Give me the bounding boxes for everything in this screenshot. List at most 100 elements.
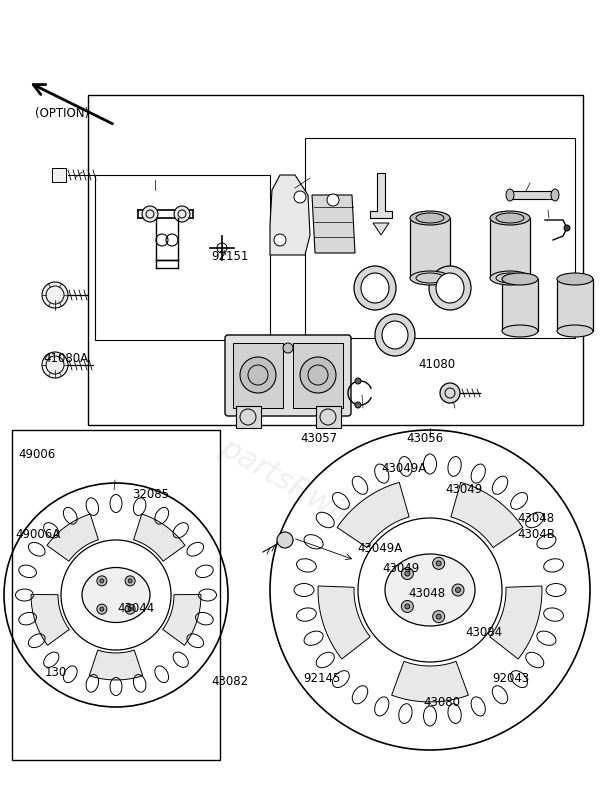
Polygon shape [163,594,201,646]
Polygon shape [134,514,185,561]
Text: 130: 130 [45,666,67,678]
Polygon shape [410,218,450,278]
Text: 43084: 43084 [465,626,502,638]
Ellipse shape [502,273,538,285]
Circle shape [97,604,107,614]
Ellipse shape [410,271,450,285]
Circle shape [274,234,286,246]
Ellipse shape [502,325,538,337]
Polygon shape [270,175,310,255]
Text: 92145: 92145 [303,672,340,685]
Ellipse shape [385,554,475,626]
Ellipse shape [375,314,415,356]
Text: 4304B: 4304B [517,528,555,541]
Polygon shape [557,279,593,331]
Circle shape [128,579,132,583]
Ellipse shape [361,273,389,303]
Circle shape [405,571,410,576]
Text: 92151: 92151 [211,250,248,262]
Circle shape [440,383,460,403]
FancyBboxPatch shape [225,335,351,416]
Polygon shape [337,482,409,547]
Text: 43049A: 43049A [381,462,426,474]
Bar [12,430,220,760]
Text: 32085: 32085 [132,488,169,501]
Polygon shape [490,218,530,278]
Polygon shape [451,482,523,547]
Circle shape [405,604,410,609]
Circle shape [240,357,276,393]
Text: 43049A: 43049A [357,542,402,554]
Text: 43082: 43082 [211,675,248,688]
Ellipse shape [42,352,68,378]
Polygon shape [373,223,389,235]
Bar [316,406,341,428]
Text: 43057: 43057 [300,432,337,445]
Text: 43056: 43056 [407,432,444,445]
Ellipse shape [42,282,68,308]
Polygon shape [490,586,542,659]
Ellipse shape [429,266,471,310]
Ellipse shape [410,211,450,225]
Text: 43044: 43044 [117,602,154,614]
Polygon shape [47,514,98,561]
Text: partsRwikip: partsRwikip [215,433,385,547]
Bar [88,95,583,425]
Circle shape [455,587,461,593]
Circle shape [436,561,441,566]
Circle shape [100,607,104,611]
Circle shape [401,567,413,579]
Circle shape [355,378,361,384]
Ellipse shape [490,211,530,225]
Ellipse shape [506,189,514,201]
Ellipse shape [82,567,150,622]
Circle shape [433,558,445,570]
Text: 43049: 43049 [445,483,482,496]
Bar [52,168,66,182]
Text: 43080: 43080 [423,696,460,709]
Circle shape [174,206,190,222]
Text: 92043: 92043 [492,672,529,685]
Circle shape [433,610,445,622]
Circle shape [97,576,107,586]
Polygon shape [392,662,469,702]
Circle shape [327,194,339,206]
Bar [305,138,575,338]
Text: (OPTION): (OPTION) [35,107,89,120]
Polygon shape [510,191,555,199]
Circle shape [283,343,293,353]
Circle shape [294,191,306,203]
Ellipse shape [490,271,530,285]
Bar [236,406,261,428]
Bar [95,175,270,340]
Ellipse shape [557,273,593,285]
Ellipse shape [382,321,408,349]
Bar [233,343,283,408]
Polygon shape [370,173,392,218]
Polygon shape [89,650,143,680]
Circle shape [277,532,293,548]
Text: 41080A: 41080A [43,352,88,365]
Polygon shape [312,195,355,253]
Text: 43048: 43048 [408,587,445,600]
Text: 49006: 49006 [18,448,55,461]
Ellipse shape [557,325,593,337]
Text: 43049: 43049 [383,562,420,574]
Circle shape [355,402,361,408]
Ellipse shape [551,189,559,201]
Circle shape [300,357,336,393]
Polygon shape [318,586,370,659]
Text: 41080: 41080 [419,358,456,370]
Bar [293,343,343,408]
Ellipse shape [436,273,464,303]
Circle shape [128,607,132,611]
Ellipse shape [354,266,396,310]
Polygon shape [31,594,69,646]
Circle shape [125,604,135,614]
Circle shape [142,206,158,222]
Circle shape [401,601,413,613]
Circle shape [564,225,570,231]
Text: 49006A: 49006A [15,528,60,541]
Circle shape [436,614,441,619]
Polygon shape [502,279,538,331]
